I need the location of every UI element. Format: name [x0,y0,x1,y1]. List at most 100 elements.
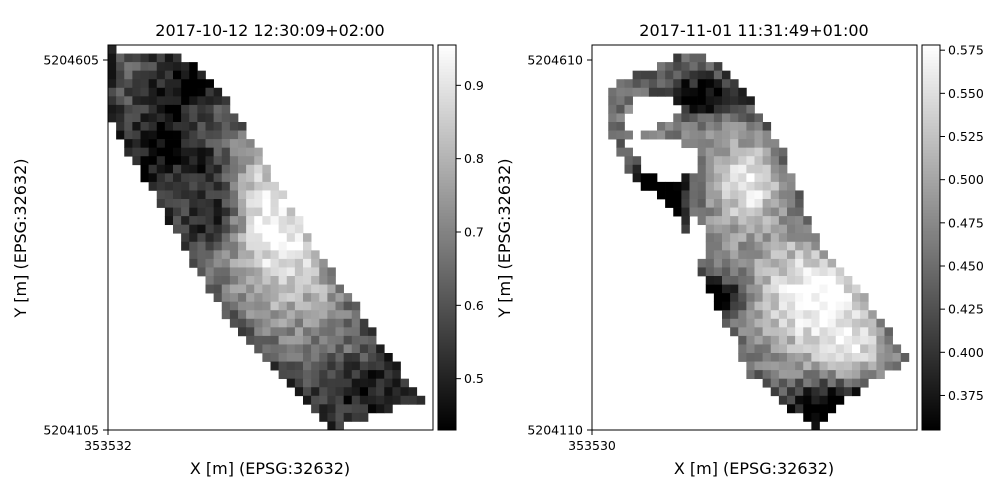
raster-cell [254,344,262,353]
raster-cell [868,336,876,345]
raster-cell [828,387,836,396]
colorbar-segment [922,418,940,421]
raster-cell [836,344,844,353]
raster-cell [811,336,819,345]
colorbar-tick-label: 0.375 [948,388,984,403]
raster-cell [795,319,803,328]
raster-cell [238,302,246,311]
colorbar-segment [922,301,940,304]
raster-cell [673,199,681,208]
colorbar-segment [922,153,940,156]
raster-cell [222,276,230,285]
raster-cell [771,156,779,165]
raster-cell [876,370,884,379]
colorbar-segment [438,400,456,403]
raster-cell [124,131,132,140]
raster-cell [230,216,238,225]
raster-cell [173,105,181,114]
raster-cell [665,190,673,199]
raster-cell [828,285,836,294]
raster-cell [303,259,311,268]
colorbar-segment [922,123,940,126]
raster-cell [771,276,779,285]
raster-cell [246,190,254,199]
raster-cell [722,259,730,268]
raster-cell [811,267,819,276]
raster-cell [706,62,714,71]
raster-cell [803,379,811,388]
x-axis-label: X [m] (EPSG:32632) [190,459,350,478]
raster-cell [771,293,779,302]
raster-cell [246,319,254,328]
colorbar-segment [922,66,940,69]
raster-cell [173,182,181,191]
raster-cell [844,336,852,345]
colorbar-segment [922,397,940,400]
colorbar-segment [438,406,456,409]
raster-cell [206,105,214,114]
colorbar-segment [922,256,940,259]
colorbar-segment [438,48,456,51]
raster-cell [811,370,819,379]
raster-cell [738,310,746,319]
raster-cell [722,165,730,174]
raster-cell [344,387,352,396]
colorbar-segment [438,403,456,406]
raster-cell [222,131,230,140]
raster-cell [779,285,787,294]
raster-cell [352,404,360,413]
raster-cell [157,190,165,199]
raster-cell [189,199,197,208]
raster-cell [698,156,706,165]
raster-cell [779,182,787,191]
colorbar-segment [438,334,456,337]
raster-cell [189,173,197,182]
raster-cell [730,131,738,140]
colorbar-segment [438,75,456,78]
colorbar-segment [438,126,456,129]
raster-cell [763,336,771,345]
raster-cell [254,216,262,225]
colorbar-segment [438,207,456,210]
raster-cell [811,319,819,328]
raster-cell [738,156,746,165]
raster-cell [681,182,689,191]
raster-cell [803,259,811,268]
colorbar-tick-label: 0.7 [464,225,484,240]
raster-cell [714,190,722,199]
raster-cell [238,216,246,225]
raster-cell [214,233,222,242]
raster-cell [868,327,876,336]
raster-cell [811,310,819,319]
raster-cell [738,327,746,336]
raster-cell [657,79,665,88]
y-tick-label: 5204605 [43,53,99,68]
raster-cell [165,156,173,165]
raster-cell [657,71,665,80]
raster-cell [722,233,730,242]
raster-cell [149,79,157,88]
raster-cell [181,88,189,97]
raster-cell [173,156,181,165]
heatmap-panel-right: 2017-11-01 11:31:49+01:00 52041105204610… [495,21,984,478]
colorbar-segment [922,406,940,409]
raster-cell [820,344,828,353]
colorbar-segment [922,180,940,183]
raster-cell [165,62,173,71]
colorbar-segment [922,247,940,250]
raster-cell [722,182,730,191]
raster-cell [673,96,681,105]
raster-cell [279,310,287,319]
raster-cell [206,250,214,259]
raster-cell [189,148,197,157]
raster-cell [641,182,649,191]
raster-cell [254,173,262,182]
raster-cell [230,242,238,251]
raster-cell [124,79,132,88]
raster-cell [287,327,295,336]
raster-cell [779,216,787,225]
raster-cell [197,88,205,97]
raster-cell [665,79,673,88]
raster-cell [860,344,868,353]
raster-cell [141,62,149,71]
